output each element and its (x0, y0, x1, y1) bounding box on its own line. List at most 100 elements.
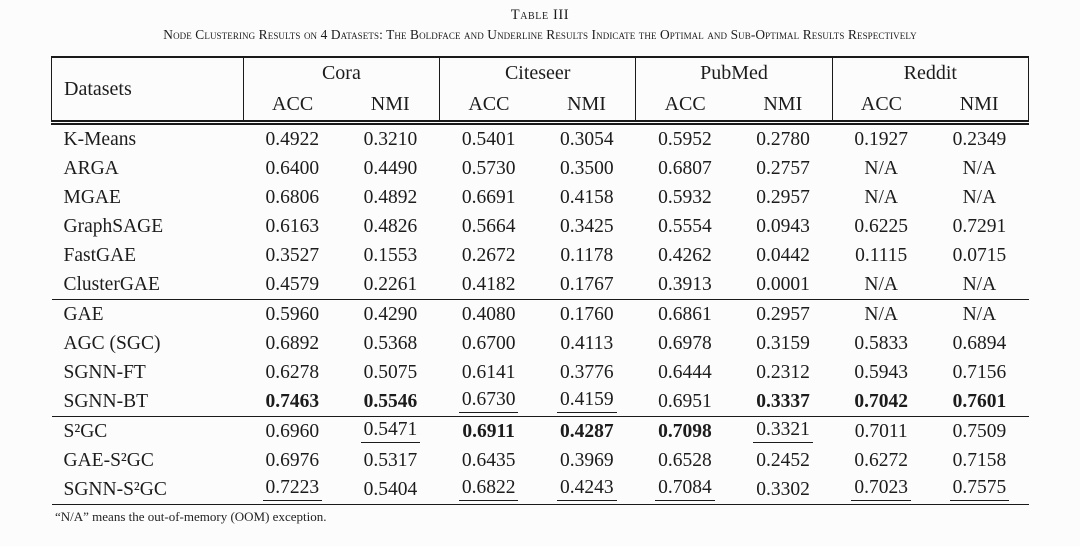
metric-value-cell: 0.7023 (832, 475, 931, 505)
metric-value-cell: 0.3159 (734, 329, 832, 358)
model-name-cell: K-Means (63, 128, 137, 150)
value: 0.0715 (952, 244, 1007, 266)
optimal-value: 0.3337 (756, 390, 810, 412)
metric-value-cell: 0.7158 (930, 446, 1028, 475)
value: 0.7158 (952, 449, 1007, 471)
metric-value-cell: 0.5546 (341, 387, 439, 417)
value: N/A (864, 157, 898, 179)
metric-value-cell: 0.7042 (832, 387, 930, 417)
metric-value-cell: 0.6806 (243, 183, 341, 212)
value: 0.2452 (756, 449, 810, 471)
optimal-value: 0.6911 (462, 420, 515, 442)
value: N/A (864, 273, 898, 295)
optimal-value: 0.7601 (952, 390, 1007, 412)
metric-value-cell: 0.4892 (341, 183, 439, 212)
value: 0.3210 (363, 128, 418, 150)
table-row: GAE-S²GC 0.6976 0.5317 0.6435 0.3969 0.6528 0.… (52, 446, 1029, 475)
model-name-cell: SGNN-S²GC (51, 475, 244, 505)
metric-value-cell: 0.6225 (832, 212, 930, 241)
metric-value-cell: 0.3054 (538, 123, 636, 155)
metric-value-cell: 0.4579 (243, 270, 341, 300)
value: 0.6700 (461, 332, 516, 354)
metric-value-cell: 0.2957 (733, 299, 833, 329)
table-head: Datasets Cora Citeseer PubMed Reddit ACC NMI AC… (51, 57, 1030, 125)
sub-optimal-value: 0.6730 (458, 390, 519, 413)
value: 0.1178 (560, 244, 614, 266)
value: 0.5317 (363, 449, 418, 471)
value: 0.6141 (461, 361, 516, 383)
value: 0.0943 (756, 215, 810, 237)
metric-value-cell: 0.6163 (243, 212, 341, 241)
value: 0.3302 (756, 478, 810, 500)
value: 0.4922 (265, 128, 320, 150)
metric-value-cell: 0.2672 (440, 241, 538, 270)
sub-optimal-value: 0.7575 (949, 478, 1010, 501)
metric-value-cell: 0.1927 (832, 123, 930, 155)
value: 0.0001 (756, 273, 810, 295)
metric-value-cell: N/A (930, 154, 1028, 183)
column-header-cora-acc: ACC (243, 88, 342, 125)
metric-value-cell: 0.3776 (538, 358, 636, 387)
column-header-datasets: Datasets (51, 57, 244, 125)
metric-value-cell: N/A (832, 299, 931, 329)
model-name-cell: ClusterGAE (63, 273, 160, 295)
metric-value-cell: 0.2349 (930, 123, 1028, 155)
value: 0.4490 (363, 157, 418, 179)
value: 0.6272 (854, 449, 908, 471)
metric-value-cell: 0.7601 (930, 387, 1028, 417)
column-group-citeseer: Citeseer (439, 57, 637, 88)
metric-value-cell: 0.6978 (636, 329, 734, 358)
value: 0.7509 (952, 420, 1007, 442)
value: 0.6444 (658, 361, 712, 383)
value: 0.6435 (461, 449, 516, 471)
metric-value-cell: 0.5471 (341, 416, 440, 446)
table-row: K-Means 0.4922 0.3210 0.5401 0.3054 0.5952 0.2… (52, 123, 1029, 155)
metric-value-cell: 0.6435 (440, 446, 538, 475)
table-row: ClusterGAE 0.4579 0.2261 0.4182 0.1767 0.3913… (52, 270, 1029, 300)
value: 0.6976 (265, 449, 320, 471)
table-row: SGNN-FT 0.6278 0.5075 0.6141 0.3776 0.6444 0.2… (52, 358, 1029, 387)
sub-optimal-value: 0.7023 (851, 478, 911, 501)
optimal-value: 0.7098 (658, 420, 712, 442)
table-row: MGAE 0.6806 0.4892 0.6691 0.4158 0.5932 0.2957… (52, 183, 1029, 212)
table-footnote: “N/A” means the out-of-memory (OOM) exce… (55, 509, 327, 524)
metric-value-cell: 0.7509 (930, 416, 1029, 446)
metric-value-cell: 0.4262 (636, 241, 734, 270)
column-group-cora: Cora (243, 57, 441, 88)
metric-value-cell: 0.5932 (636, 183, 734, 212)
value: 0.6278 (265, 361, 320, 383)
value: N/A (962, 303, 997, 325)
value: 0.4113 (560, 332, 614, 354)
value: 0.6225 (854, 215, 908, 237)
value: N/A (962, 157, 997, 179)
metric-value-cell: 0.6976 (243, 446, 341, 475)
metric-value-cell: 0.4922 (243, 123, 341, 155)
sub-optimal-value: 0.7084 (655, 478, 715, 501)
value: 0.2349 (952, 128, 1007, 150)
metric-value-cell: 0.6822 (439, 475, 538, 505)
value: 0.5960 (265, 303, 320, 325)
column-header-citeseer-acc: ACC (439, 88, 538, 125)
value: 0.3776 (559, 361, 614, 383)
value: 0.2957 (756, 303, 810, 325)
value: 0.2672 (461, 244, 516, 266)
value: 0.3913 (658, 273, 712, 295)
model-name-cell: GraphSAGE (63, 215, 164, 237)
metric-value-cell: 0.7011 (832, 416, 931, 446)
metric-value-cell: 0.5554 (636, 212, 734, 241)
metric-value-cell: 0.5075 (341, 358, 439, 387)
value: 0.4290 (363, 303, 418, 325)
metric-value-cell: 0.4159 (538, 387, 636, 417)
metric-value-cell: 0.3913 (636, 270, 734, 300)
metric-value-cell: 0.6861 (635, 299, 734, 329)
table-body: K-Means 0.4922 0.3210 0.5401 0.3054 0.5952 0.2… (51, 123, 1029, 505)
model-name-cell: AGC (SGC) (63, 332, 161, 354)
value: 0.6960 (265, 420, 320, 442)
metric-value-cell: 0.6444 (636, 358, 734, 387)
column-header-pubmed-acc: ACC (635, 88, 734, 125)
metric-value-cell: 0.0715 (930, 241, 1028, 270)
sub-optimal-value: 0.3321 (753, 420, 813, 443)
value: 0.2261 (363, 273, 418, 295)
metric-value-cell: 0.2452 (734, 446, 832, 475)
table-row: SGNN-BT 0.7463 0.5546 0.6730 0.4159 0.6951 0.3… (52, 387, 1029, 417)
